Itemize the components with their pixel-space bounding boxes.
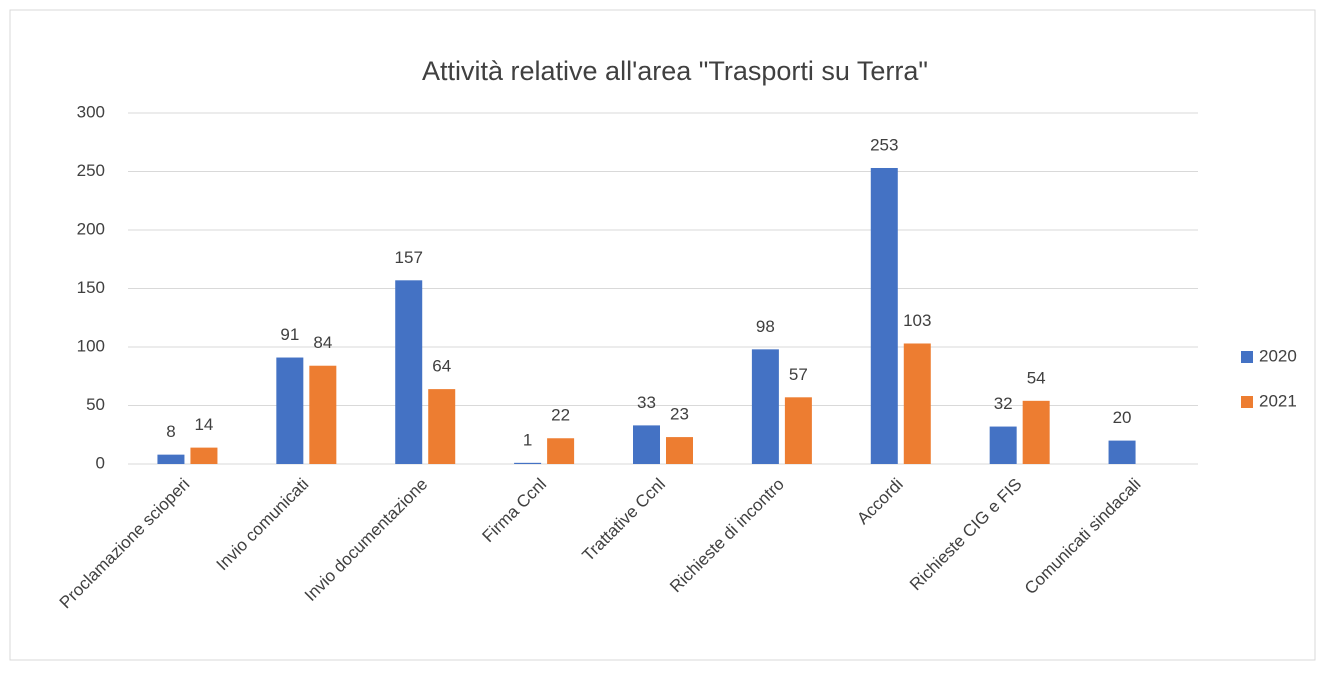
y-tick-label: 150 (77, 278, 105, 297)
data-label: 32 (994, 394, 1013, 413)
y-tick-label: 200 (77, 219, 105, 238)
bar (870, 167, 898, 465)
bar (547, 438, 575, 464)
bar (157, 454, 185, 464)
data-label: 57 (789, 365, 808, 384)
chart-title: Attività relative all'area "Trasporti su… (422, 56, 928, 86)
y-tick-label: 250 (77, 161, 105, 180)
bar (276, 357, 304, 464)
bar (190, 447, 218, 464)
bar (1108, 440, 1136, 464)
data-label: 103 (903, 311, 931, 330)
bar (1022, 400, 1050, 464)
y-tick-label: 100 (77, 336, 105, 355)
data-label: 91 (280, 325, 299, 344)
legend-swatch (1241, 351, 1253, 363)
chart-border (9, 9, 1316, 661)
bar (989, 426, 1017, 464)
bar (309, 365, 337, 464)
data-label: 33 (637, 393, 656, 412)
bar (903, 343, 931, 464)
data-label: 54 (1027, 368, 1046, 387)
data-label: 64 (432, 357, 451, 376)
bar (428, 389, 456, 464)
bar (633, 425, 660, 464)
data-label: 1 (523, 430, 532, 449)
data-label: 23 (670, 405, 689, 424)
bar (751, 349, 779, 464)
legend-label: 2021 (1259, 391, 1297, 410)
data-label: 157 (395, 248, 423, 267)
bar (395, 280, 423, 464)
legend-label: 2020 (1259, 346, 1297, 365)
data-label: 253 (870, 135, 898, 154)
data-label: 14 (194, 415, 213, 434)
bar (666, 437, 693, 464)
y-tick-label: 300 (77, 102, 105, 121)
data-label: 98 (756, 317, 775, 336)
bar (514, 462, 542, 464)
data-label: 20 (1113, 408, 1132, 427)
data-label: 8 (166, 422, 175, 441)
y-tick-label: 0 (96, 453, 105, 472)
data-label: 84 (313, 333, 332, 352)
legend-swatch (1241, 396, 1253, 408)
bar (784, 397, 812, 464)
data-label: 22 (551, 406, 570, 425)
y-tick-label: 50 (86, 395, 105, 414)
